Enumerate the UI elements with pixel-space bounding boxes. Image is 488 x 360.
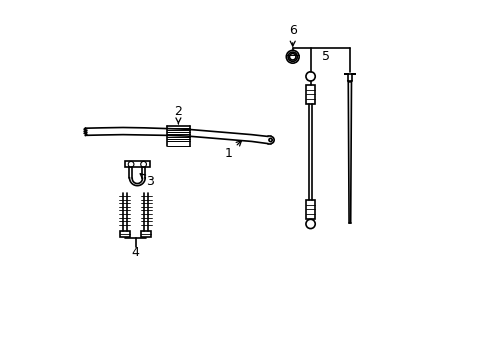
Bar <box>305 85 314 104</box>
Text: 6: 6 <box>288 24 296 46</box>
Bar <box>305 200 314 219</box>
Bar <box>141 231 151 237</box>
Text: 5: 5 <box>321 50 329 63</box>
Text: 3: 3 <box>140 174 153 188</box>
Text: 2: 2 <box>174 105 182 123</box>
Text: 1: 1 <box>224 141 241 160</box>
Text: 4: 4 <box>131 246 139 258</box>
Bar <box>124 161 149 167</box>
Bar <box>120 231 129 237</box>
